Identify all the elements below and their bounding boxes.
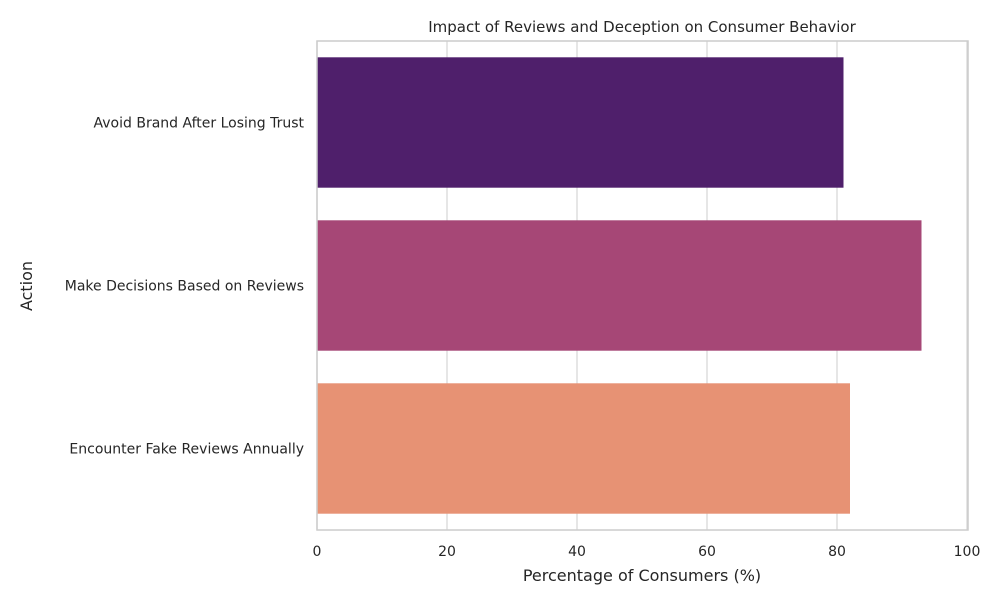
bar — [317, 220, 922, 351]
plot-frame — [316, 40, 969, 531]
x-tick-label: 80 — [828, 544, 846, 560]
x-tick-label: 0 — [313, 544, 322, 560]
y-tick-label: Avoid Brand After Losing Trust — [94, 116, 305, 132]
x-tick-label: 60 — [698, 544, 716, 560]
x-tick-label: 20 — [438, 544, 456, 560]
x-axis-label: Percentage of Consumers (%) — [523, 566, 761, 585]
chart-title: Impact of Reviews and Deception on Consu… — [428, 18, 856, 36]
y-tick-label: Encounter Fake Reviews Annually — [69, 442, 304, 458]
y-tick-label: Make Decisions Based on Reviews — [65, 279, 304, 295]
x-tick-label: 40 — [568, 544, 586, 560]
bar — [317, 383, 850, 514]
y-axis-label: Action — [17, 261, 36, 311]
bar — [317, 57, 844, 188]
x-tick-label: 100 — [954, 544, 981, 560]
